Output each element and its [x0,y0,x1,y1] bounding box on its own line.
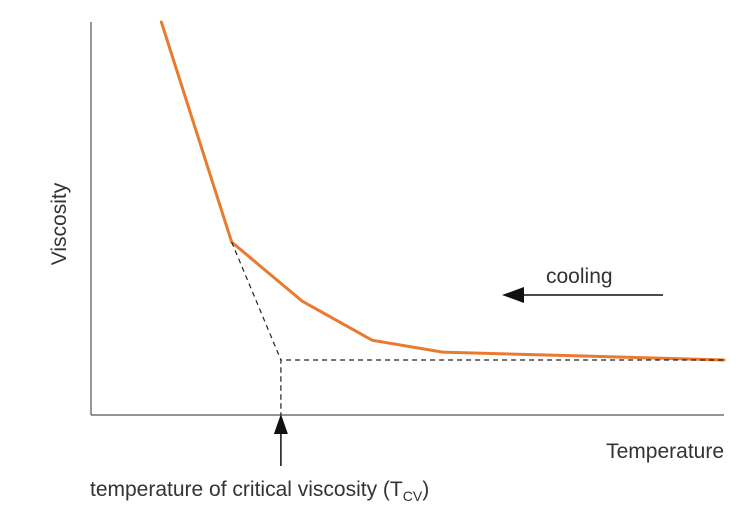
x-axis-label: Temperature [606,440,724,463]
cooling-arrow-head [502,287,524,303]
y-axis-label: Viscosity [48,182,71,265]
tcv-marker-arrow-head [273,414,288,434]
viscosity-curve [159,20,726,362]
cooling-label: cooling [546,265,613,288]
temperature-critical-viscosity-label: temperature of critical viscosity (TCV) [90,478,429,504]
tcv-label-closing: ) [422,478,429,501]
critical-viscosity-extrapolation-line [231,241,724,415]
tcv-label-subscript: CV [403,488,423,504]
tcv-label-main: temperature of critical viscosity (T [90,478,403,501]
